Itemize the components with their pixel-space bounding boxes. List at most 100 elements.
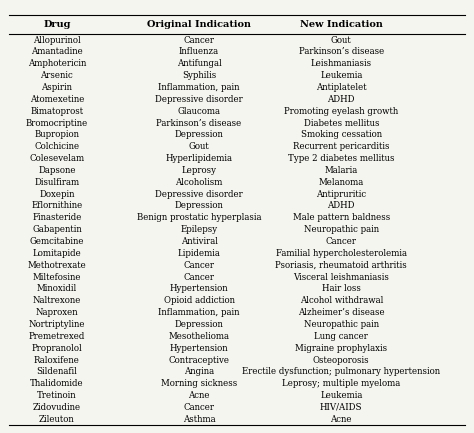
- Text: Atomexetine: Atomexetine: [30, 95, 84, 104]
- Text: Leukemia: Leukemia: [320, 71, 363, 80]
- Text: Cancer: Cancer: [183, 36, 215, 45]
- Text: Acne: Acne: [188, 391, 210, 400]
- Text: Familial hypercholesterolemia: Familial hypercholesterolemia: [276, 249, 407, 258]
- Text: Influenza: Influenza: [179, 47, 219, 56]
- Text: Benign prostatic hyperplasia: Benign prostatic hyperplasia: [137, 213, 261, 222]
- Text: Raloxifene: Raloxifene: [34, 355, 80, 365]
- Text: Dapsone: Dapsone: [38, 166, 76, 175]
- Text: Miltefosine: Miltefosine: [33, 272, 81, 281]
- Text: Melanoma: Melanoma: [319, 178, 364, 187]
- Text: Angina: Angina: [184, 367, 214, 376]
- Text: Cancer: Cancer: [183, 403, 215, 412]
- Text: Asthma: Asthma: [183, 415, 215, 424]
- Text: Visceral leishmaniasis: Visceral leishmaniasis: [293, 272, 389, 281]
- Text: Parkinson’s disease: Parkinson’s disease: [156, 119, 242, 127]
- Text: Glaucoma: Glaucoma: [178, 107, 220, 116]
- Text: Antiplatelet: Antiplatelet: [316, 83, 366, 92]
- Text: Hyperlipidemia: Hyperlipidemia: [165, 154, 233, 163]
- Text: Gout: Gout: [189, 142, 210, 151]
- Text: Alzheimer’s disease: Alzheimer’s disease: [298, 308, 384, 317]
- Text: Doxepin: Doxepin: [39, 190, 74, 199]
- Text: Depressive disorder: Depressive disorder: [155, 95, 243, 104]
- Text: ADHD: ADHD: [328, 201, 355, 210]
- Text: Gabapentin: Gabapentin: [32, 225, 82, 234]
- Text: Naltrexone: Naltrexone: [33, 296, 81, 305]
- Text: Hypertension: Hypertension: [170, 284, 228, 294]
- Text: Arsenic: Arsenic: [40, 71, 73, 80]
- Text: Alcohol withdrawal: Alcohol withdrawal: [300, 296, 383, 305]
- Text: Original Indication: Original Indication: [147, 20, 251, 29]
- Text: Psoriasis, rheumatoid arthritis: Psoriasis, rheumatoid arthritis: [275, 261, 407, 270]
- Text: Syphilis: Syphilis: [182, 71, 216, 80]
- Text: Opioid addiction: Opioid addiction: [164, 296, 235, 305]
- Text: Depression: Depression: [174, 130, 224, 139]
- Text: ADHD: ADHD: [328, 95, 355, 104]
- Text: Morning sickness: Morning sickness: [161, 379, 237, 388]
- Text: Inflammation, pain: Inflammation, pain: [158, 308, 240, 317]
- Text: Antiviral: Antiviral: [181, 237, 218, 246]
- Text: Finasteride: Finasteride: [32, 213, 82, 222]
- Text: Alcoholism: Alcoholism: [175, 178, 223, 187]
- Text: Gout: Gout: [331, 36, 352, 45]
- Text: Leukemia: Leukemia: [320, 391, 363, 400]
- Text: Propranolol: Propranolol: [31, 344, 82, 352]
- Text: Bimatoprost: Bimatoprost: [30, 107, 83, 116]
- Text: Cancer: Cancer: [183, 272, 215, 281]
- Text: Leprosy; multiple myeloma: Leprosy; multiple myeloma: [282, 379, 401, 388]
- Text: Eflornithine: Eflornithine: [31, 201, 82, 210]
- Text: Depression: Depression: [174, 320, 224, 329]
- Text: Epilepsy: Epilepsy: [181, 225, 218, 234]
- Text: Lung cancer: Lung cancer: [314, 332, 368, 341]
- Text: Thalidomide: Thalidomide: [30, 379, 84, 388]
- Text: Premetrexed: Premetrexed: [29, 332, 85, 341]
- Text: Naproxen: Naproxen: [36, 308, 78, 317]
- Text: Type 2 diabetes mellitus: Type 2 diabetes mellitus: [288, 154, 394, 163]
- Text: Osteoporosis: Osteoporosis: [313, 355, 370, 365]
- Text: Smoking cessation: Smoking cessation: [301, 130, 382, 139]
- Text: Migraine prophylaxis: Migraine prophylaxis: [295, 344, 387, 352]
- Text: Bupropion: Bupropion: [35, 130, 79, 139]
- Text: Acne: Acne: [330, 415, 352, 424]
- Text: Male pattern baldness: Male pattern baldness: [292, 213, 390, 222]
- Text: Erectile dysfunction; pulmonary hypertension: Erectile dysfunction; pulmonary hyperten…: [242, 367, 440, 376]
- Text: Recurrent pericarditis: Recurrent pericarditis: [293, 142, 390, 151]
- Text: Zileuton: Zileuton: [39, 415, 75, 424]
- Text: Hair loss: Hair loss: [322, 284, 361, 294]
- Text: Diabetes mellitus: Diabetes mellitus: [303, 119, 379, 127]
- Text: Depression: Depression: [174, 201, 224, 210]
- Text: Neuropathic pain: Neuropathic pain: [304, 320, 379, 329]
- Text: Leprosy: Leprosy: [182, 166, 217, 175]
- Text: Disulfiram: Disulfiram: [34, 178, 80, 187]
- Text: Malaria: Malaria: [325, 166, 358, 175]
- Text: Mesothelioma: Mesothelioma: [169, 332, 229, 341]
- Text: Tretinoin: Tretinoin: [37, 391, 77, 400]
- Text: Depressive disorder: Depressive disorder: [155, 190, 243, 199]
- Text: Colchicine: Colchicine: [34, 142, 80, 151]
- Text: Cancer: Cancer: [183, 261, 215, 270]
- Text: HIV/AIDS: HIV/AIDS: [320, 403, 363, 412]
- Text: Parkinson’s disease: Parkinson’s disease: [299, 47, 384, 56]
- Text: Lomitapide: Lomitapide: [33, 249, 81, 258]
- Text: Nortriptyline: Nortriptyline: [28, 320, 85, 329]
- Text: Neuropathic pain: Neuropathic pain: [304, 225, 379, 234]
- Text: Inflammation, pain: Inflammation, pain: [158, 83, 240, 92]
- Text: Allopurinol: Allopurinol: [33, 36, 81, 45]
- Text: Antifungal: Antifungal: [177, 59, 221, 68]
- Text: Methotrexate: Methotrexate: [27, 261, 86, 270]
- Text: Drug: Drug: [43, 20, 71, 29]
- Text: Contraceptive: Contraceptive: [169, 355, 229, 365]
- Text: Antipruritic: Antipruritic: [316, 190, 366, 199]
- Text: Colesevelam: Colesevelam: [29, 154, 84, 163]
- Text: Sildenafil: Sildenafil: [36, 367, 77, 376]
- Text: Amphotericin: Amphotericin: [27, 59, 86, 68]
- Text: Hypertension: Hypertension: [170, 344, 228, 352]
- Text: Leishmaniasis: Leishmaniasis: [311, 59, 372, 68]
- Text: Bromocriptine: Bromocriptine: [26, 119, 88, 127]
- Text: Amantadine: Amantadine: [31, 47, 83, 56]
- Text: Gemcitabine: Gemcitabine: [30, 237, 84, 246]
- Text: Promoting eyelash growth: Promoting eyelash growth: [284, 107, 399, 116]
- Text: Zidovudine: Zidovudine: [33, 403, 81, 412]
- Text: Cancer: Cancer: [326, 237, 357, 246]
- Text: New Indication: New Indication: [300, 20, 383, 29]
- Text: Lipidemia: Lipidemia: [178, 249, 220, 258]
